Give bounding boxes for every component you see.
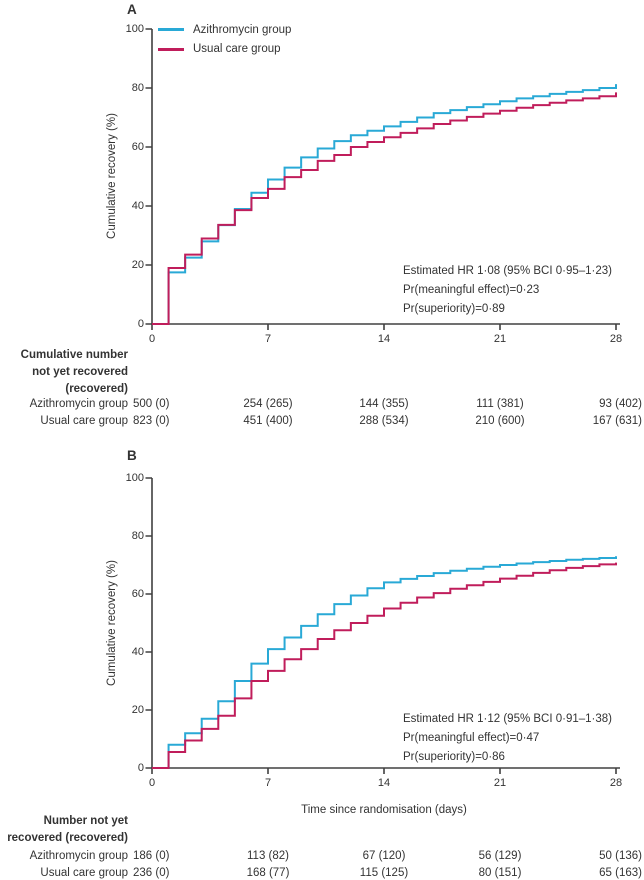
x-tick-label-b-0: 0 xyxy=(148,777,156,789)
table-b-cell-r0c4: 50 (136) xyxy=(599,850,642,862)
table-a-cell-r0c1: 254 (265) xyxy=(243,398,293,410)
annotation-a-line-3: Pr(superiority)=0·89 xyxy=(403,303,505,315)
table-b-header-line-1: Number not yet xyxy=(43,815,128,827)
y-tick-label-a-20: 20 xyxy=(131,259,144,271)
y-tick-label-b-60: 60 xyxy=(131,588,144,600)
table-b-cell-r1c2: 115 (125) xyxy=(359,867,409,879)
table-b-row-label-0: Azithromycin group xyxy=(29,850,128,862)
table-b-cell-r1c4: 65 (163) xyxy=(599,867,642,879)
y-tick-label-b-100: 100 xyxy=(125,472,144,484)
table-a-header-line-3: (recovered) xyxy=(65,383,128,395)
x-axis-label: Time since randomisation (days) xyxy=(301,804,467,816)
annotation-b-line-2: Pr(meaningful effect)=0·47 xyxy=(403,732,540,744)
table-b-cell-r0c2: 67 (120) xyxy=(362,850,406,862)
table-b-cell-r1c1: 168 (77) xyxy=(246,867,290,879)
usual-care-line-swatch xyxy=(158,47,184,51)
usual-care-curve-a xyxy=(152,92,617,325)
x-tick-label-b-21: 21 xyxy=(493,777,507,789)
annotation-a-line-2: Pr(meaningful effect)=0·23 xyxy=(403,284,540,296)
x-tick-label-b-28: 28 xyxy=(609,777,623,789)
table-a-cell-r1c1: 451 (400) xyxy=(243,415,293,427)
y-tick-label-b-20: 20 xyxy=(131,704,144,716)
y-axis-label-a: Cumulative recovery (%) xyxy=(106,113,118,239)
annotation-b-line-1: Estimated HR 1·12 (95% BCI 0·91–1·38) xyxy=(403,713,613,725)
table-a-cell-r0c3: 111 (381) xyxy=(476,398,524,410)
azithromycin-line-swatch xyxy=(158,28,184,32)
table-a-cell-r1c2: 288 (534) xyxy=(359,415,409,427)
table-a-row-label-0: Azithromycin group xyxy=(29,398,128,410)
table-b-cell-r1c3: 80 (151) xyxy=(478,867,522,879)
table-b-row-label-1: Usual care group xyxy=(40,867,128,879)
legend-label-azithromycin: Azithromycin group xyxy=(193,23,292,36)
panel-b-label: B xyxy=(127,448,137,463)
y-axis-label-b: Cumulative recovery (%) xyxy=(106,560,118,686)
annotation-b-line-3: Pr(superiority)=0·86 xyxy=(403,751,505,763)
legend-item-azithromycin: Azithromycin group xyxy=(158,20,291,40)
table-b-cell-r0c3: 56 (129) xyxy=(478,850,522,862)
x-tick-label-a-21: 21 xyxy=(493,333,507,345)
x-tick-label-a-14: 14 xyxy=(377,333,391,345)
annotation-panel-b: Estimated HR 1·12 (95% BCI 0·91–1·38) Pr… xyxy=(403,710,612,767)
y-tick-label-b-0: 0 xyxy=(137,762,144,774)
x-tick-label-b-14: 14 xyxy=(377,777,391,789)
panel-a-label: A xyxy=(127,2,137,17)
table-a-header-line-1: Cumulative number xyxy=(20,349,128,361)
annotation-a-line-1: Estimated HR 1·08 (95% BCI 0·95–1·23) xyxy=(403,265,613,277)
y-tick-label-a-0: 0 xyxy=(137,318,144,330)
table-a-cell-r0c0: 500 (0) xyxy=(133,398,170,410)
table-b-cell-r1c0: 236 (0) xyxy=(133,867,170,879)
table-a-row-label-1: Usual care group xyxy=(40,415,128,427)
legend-item-usual-care: Usual care group xyxy=(158,40,291,60)
table-a-header-line-2: not yet recovered xyxy=(32,366,128,378)
table-a-cell-r1c0: 823 (0) xyxy=(133,415,170,427)
x-tick-label-a-0: 0 xyxy=(148,333,156,345)
y-tick-label-b-80: 80 xyxy=(131,530,144,542)
legend: Azithromycin group Usual care group xyxy=(158,20,291,59)
azithromycin-curve-b xyxy=(152,556,617,769)
table-b-cell-r0c1: 113 (82) xyxy=(247,850,289,862)
x-tick-label-b-7: 7 xyxy=(264,777,272,789)
x-tick-label-a-7: 7 xyxy=(264,333,272,345)
table-a-cell-r0c2: 144 (355) xyxy=(359,398,409,410)
table-a-cell-r1c3: 210 (600) xyxy=(475,415,525,427)
y-tick-label-b-40: 40 xyxy=(131,646,144,658)
legend-label-usual-care: Usual care group xyxy=(193,43,281,56)
table-b-cell-r0c0: 186 (0) xyxy=(133,850,170,862)
usual-care-curve-b xyxy=(152,562,617,769)
x-tick-label-a-28: 28 xyxy=(609,333,623,345)
table-a-cell-r0c4: 93 (402) xyxy=(599,398,642,410)
table-b-header-line-2: recovered (recovered) xyxy=(7,832,128,844)
y-tick-label-a-100: 100 xyxy=(125,23,144,35)
y-tick-label-a-60: 60 xyxy=(131,141,144,153)
table-a-cell-r1c4: 167 (631) xyxy=(592,415,642,427)
y-tick-label-a-40: 40 xyxy=(131,200,144,212)
y-tick-label-a-80: 80 xyxy=(131,82,144,94)
annotation-panel-a: Estimated HR 1·08 (95% BCI 0·95–1·23) Pr… xyxy=(403,262,612,319)
